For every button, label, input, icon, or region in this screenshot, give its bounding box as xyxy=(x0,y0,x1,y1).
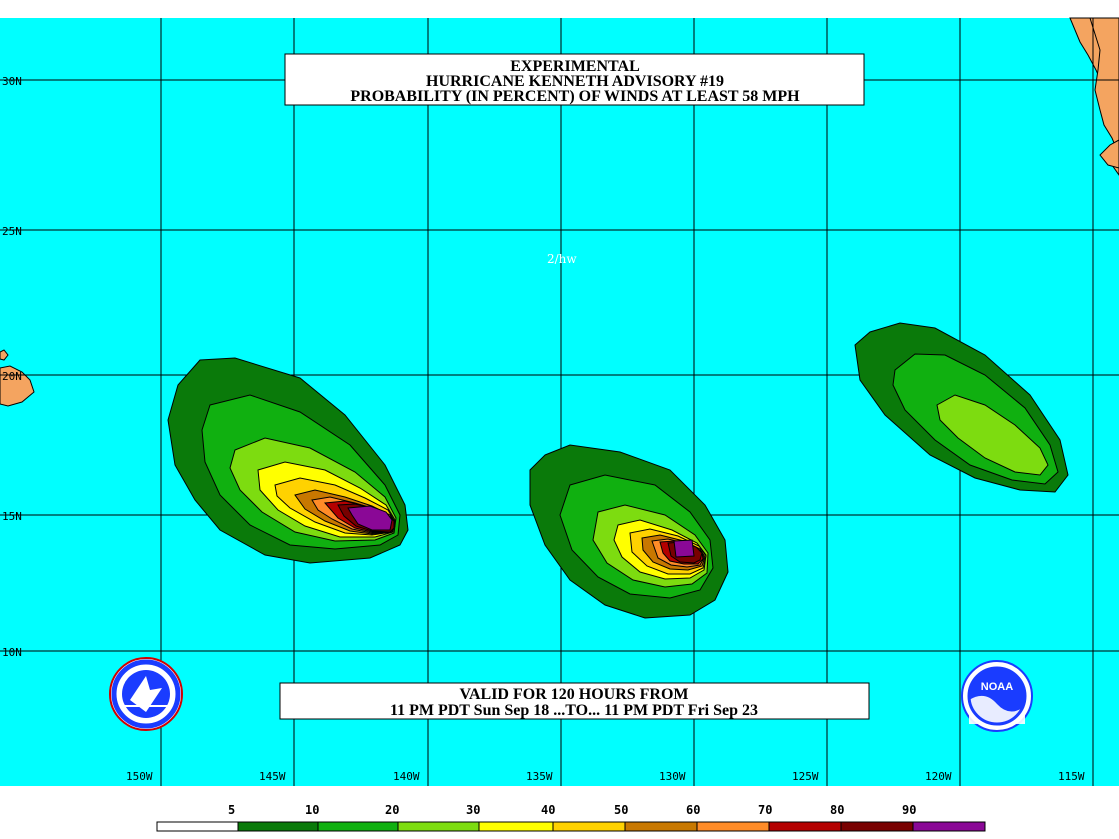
lat-label-20n: 20N xyxy=(2,370,22,383)
validity-line-1: VALID FOR 120 HOURS FROM xyxy=(459,686,688,703)
legend-labels: 5 10 20 30 40 50 60 70 80 90 xyxy=(228,803,916,817)
legend: 5 10 20 30 40 50 60 70 80 90 xyxy=(156,803,986,832)
legend-swatch-40-50 xyxy=(552,821,626,832)
title-line-2: HURRICANE KENNETH ADVISORY #19 xyxy=(426,73,724,90)
legend-label-80: 80 xyxy=(830,803,844,817)
legend-label-30: 30 xyxy=(466,803,480,817)
land-hawaii xyxy=(0,365,35,407)
legend-label-40: 40 xyxy=(541,803,555,817)
lon-label-120w: 120W xyxy=(925,770,952,783)
legend-label-60: 60 xyxy=(686,803,700,817)
legend-label-50: 50 xyxy=(614,803,628,817)
title-line-1: EXPERIMENTAL xyxy=(510,58,640,75)
probability-contours-west xyxy=(167,357,409,564)
analyst-stamp: 2/hw xyxy=(547,252,577,266)
lon-label-115w: 115W xyxy=(1058,770,1085,783)
lon-label-145w: 145W xyxy=(259,770,286,783)
land-hawaii-small-island xyxy=(0,349,9,361)
lat-label-30n: 30N xyxy=(2,75,22,88)
legend-swatch-10-20 xyxy=(317,821,399,832)
lat-label-10n: 10N xyxy=(2,646,22,659)
lon-label-140w: 140W xyxy=(393,770,420,783)
legend-swatch-20-30 xyxy=(397,821,480,832)
lon-label-130w: 130W xyxy=(659,770,686,783)
legend-label-90: 90 xyxy=(902,803,916,817)
latitude-labels: 30N 25N 20N 15N 10N xyxy=(2,75,22,659)
noaa-logo-text: NOAA xyxy=(981,681,1013,693)
legend-swatch-90-100 xyxy=(912,821,986,832)
title-line-3: PROBABILITY (IN PERCENT) OF WINDS AT LEA… xyxy=(350,88,800,105)
lat-label-15n: 15N xyxy=(2,510,22,523)
nws-logo xyxy=(109,657,183,731)
lon-label-135w: 135W xyxy=(526,770,553,783)
legend-label-5: 5 xyxy=(228,803,235,817)
land-mexico xyxy=(1069,17,1119,176)
legend-swatch-70-80 xyxy=(768,821,842,832)
probability-contours-east xyxy=(854,322,1069,493)
title-box: EXPERIMENTAL HURRICANE KENNETH ADVISORY … xyxy=(284,53,865,106)
validity-line-2: 11 PM PDT Sun Sep 18 ...TO... 11 PM PDT … xyxy=(390,702,758,719)
lon-label-150w: 150W xyxy=(126,770,153,783)
legend-label-10: 10 xyxy=(305,803,319,817)
legend-swatch-80-90 xyxy=(840,821,914,832)
lon-label-125w: 125W xyxy=(792,770,819,783)
validity-box: VALID FOR 120 HOURS FROM 11 PM PDT Sun S… xyxy=(279,682,870,720)
legend-swatch-60-70 xyxy=(696,821,770,832)
legend-swatch-30-40 xyxy=(478,821,554,832)
noaa-logo: NOAA xyxy=(961,660,1033,732)
legend-swatch-0-5 xyxy=(156,821,239,832)
lat-label-25n: 25N xyxy=(2,225,22,238)
legend-swatch-5-10 xyxy=(237,821,319,832)
longitude-labels: 150W 145W 140W 135W 130W 125W 120W 115W xyxy=(126,770,1085,783)
legend-label-70: 70 xyxy=(758,803,772,817)
legend-swatches xyxy=(156,821,986,832)
probability-contours-center xyxy=(529,444,729,619)
legend-swatch-50-60 xyxy=(624,821,698,832)
legend-label-20: 20 xyxy=(385,803,399,817)
